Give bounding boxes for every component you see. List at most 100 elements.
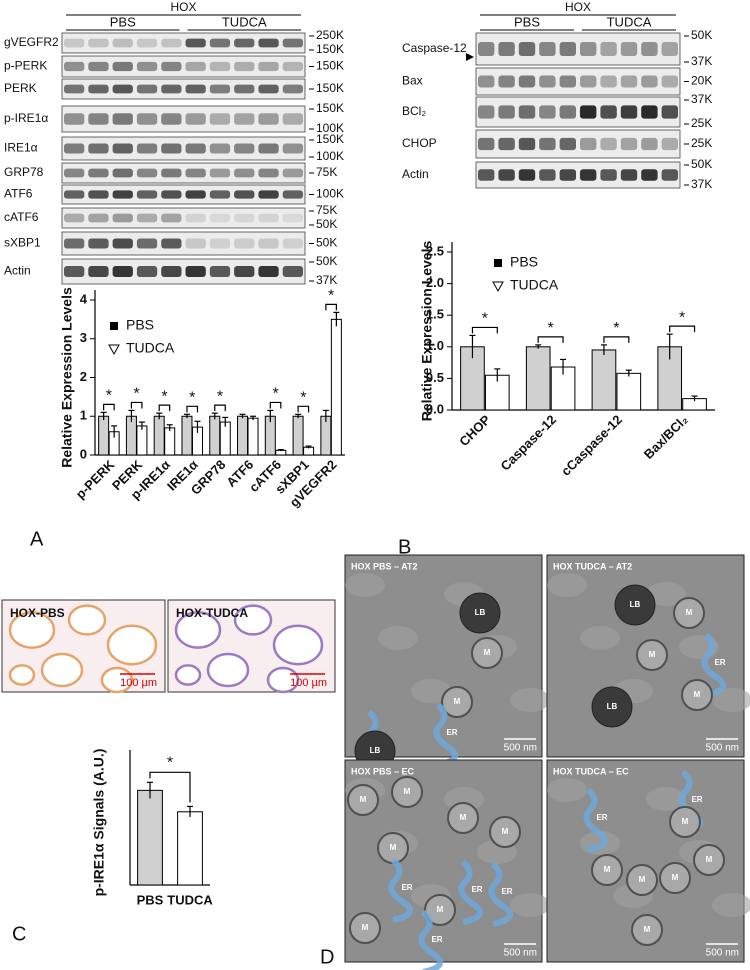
marker-label: 25K (691, 116, 712, 130)
blot-band (600, 169, 617, 181)
em-label: ER (446, 728, 457, 737)
marker-label: 37K (691, 177, 712, 191)
er-outline (458, 859, 483, 925)
mitochondrion (636, 639, 668, 671)
blot-band (112, 190, 133, 199)
em-texture (411, 679, 451, 703)
blot-band (136, 38, 158, 48)
significance-star: * (482, 311, 488, 328)
blot-band (282, 143, 303, 154)
arrowhead (466, 53, 474, 61)
blot-band (258, 38, 279, 48)
blot-band (234, 190, 255, 199)
blot-band (498, 41, 515, 57)
blot-label: BCl₂ (402, 104, 426, 118)
legend-label: TUDCA (126, 340, 175, 356)
blot-strip (61, 78, 306, 100)
legend-marker (110, 322, 118, 330)
blot-group: PBS (514, 14, 540, 29)
blot-band (234, 168, 255, 178)
marker-label: 50K (316, 217, 337, 231)
blot-group-title: HOX (170, 0, 196, 14)
y-tick-label: 2.0 (426, 275, 444, 290)
image-title: HOX TUDCA – EC (553, 766, 629, 776)
panel-letter: D (320, 946, 334, 968)
marker-label: 50K (691, 28, 712, 42)
significance-bracket (149, 771, 191, 803)
blot-band (64, 84, 85, 94)
blot-band (559, 41, 576, 57)
blot-band (161, 38, 182, 48)
marker-label: 37K (691, 92, 712, 106)
blot-band (620, 75, 638, 88)
y-tick-label: 3 (80, 330, 87, 345)
y-tick-label: 2 (80, 369, 87, 384)
blot-band (620, 137, 638, 151)
blot-band (498, 105, 515, 119)
em-label: ER (596, 813, 607, 822)
blot-strip (61, 136, 306, 161)
blot-band (161, 213, 182, 223)
blot-label: gVEGFR2 (4, 35, 59, 49)
em-label: M (454, 697, 461, 706)
bar (136, 425, 148, 456)
er-outline (488, 861, 513, 927)
blot-band (258, 61, 279, 72)
blot-band (112, 143, 133, 154)
blot-band (258, 266, 279, 277)
em-label: ER (401, 883, 412, 892)
em-label: M (682, 817, 689, 826)
marker-label: 150K (316, 59, 344, 73)
blot-band (600, 75, 617, 88)
em-texture (712, 893, 750, 917)
blot-band (518, 137, 536, 151)
blot-band (620, 105, 638, 119)
marker-label: 50K (316, 236, 337, 250)
blot-strip (61, 184, 306, 205)
blot-band (580, 75, 597, 88)
bar (153, 415, 165, 456)
significance-star: * (217, 388, 223, 405)
blot-band (209, 213, 231, 223)
blot-band (185, 61, 206, 72)
blot-band (161, 84, 182, 94)
y-tick-label: 0.0 (426, 401, 444, 416)
blot-band (498, 75, 515, 88)
blot-band (282, 238, 303, 249)
significance-bracket (325, 303, 337, 311)
blot-group-title: HOX (565, 0, 591, 14)
alveolus (174, 611, 222, 649)
marker-label: 100K (316, 187, 344, 201)
scale-label: 100 µm (290, 677, 327, 689)
y-tick-label: 4 (80, 291, 88, 306)
blot-band (209, 84, 231, 94)
blot-band (136, 238, 158, 249)
image-title: HOX TUDCA – AT2 (553, 561, 632, 571)
blot-band (559, 169, 576, 181)
mitochondrion (693, 844, 725, 876)
significance-star: * (300, 390, 306, 407)
blot-strip (61, 207, 306, 229)
blot-band (600, 137, 617, 151)
em-label: M (502, 827, 509, 836)
em-label: M (639, 875, 646, 884)
blot-band (282, 168, 303, 178)
blot-band (282, 61, 303, 72)
blot-band (478, 137, 495, 151)
mitochondrion (391, 776, 423, 808)
em-label: ER (714, 658, 725, 667)
blot-band (136, 266, 158, 277)
blot-band (161, 143, 182, 154)
y-tick-label: 1.0 (426, 338, 444, 353)
blot-band (112, 38, 133, 48)
significance-bracket (669, 325, 696, 333)
lamellar-body (459, 592, 501, 634)
significance-bracket (297, 405, 310, 413)
bar (525, 346, 551, 411)
em-texture (345, 573, 385, 597)
blot-group: PBS (110, 14, 136, 29)
blot-band (112, 61, 133, 72)
em-label: M (686, 608, 693, 617)
blot-band (112, 213, 133, 223)
